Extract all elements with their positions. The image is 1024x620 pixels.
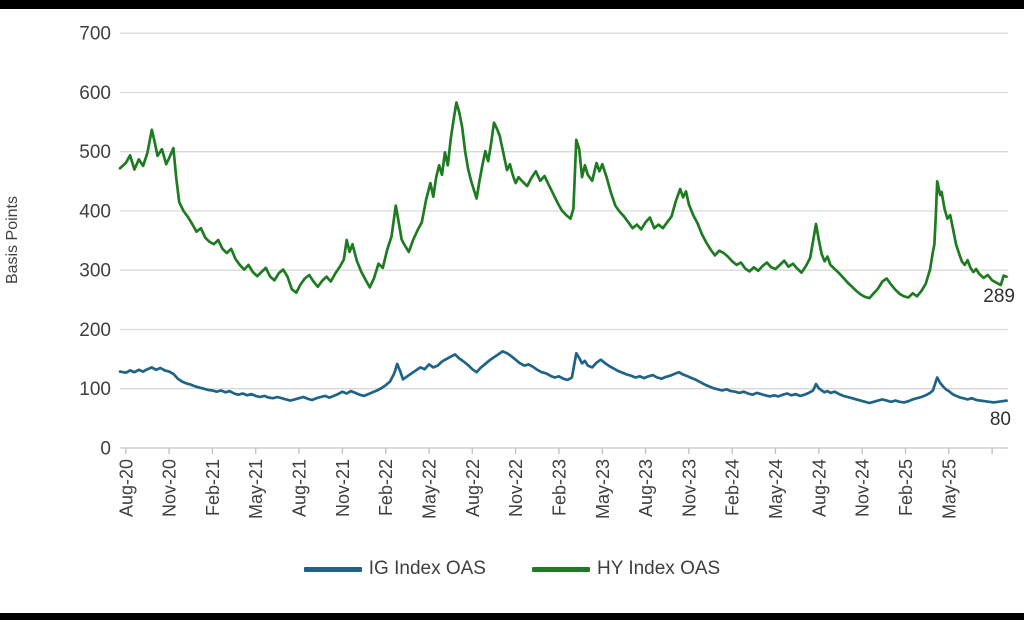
legend-item-hy: HY Index OAS (532, 558, 720, 580)
hy-series-end-value-label: 289 (983, 286, 1015, 307)
x-tick-label: May-25 (939, 459, 959, 519)
x-tick-label: Aug-22 (463, 459, 483, 517)
series-line-ig (118, 350, 1008, 405)
x-tick-label: May-24 (766, 459, 786, 519)
x-tick-label: Aug-20 (116, 459, 136, 517)
series-line-hy (118, 101, 1008, 300)
x-tick-label: Aug-24 (809, 459, 829, 517)
y-tick-label: 0 (100, 439, 111, 460)
legend-label-hy: HY Index OAS (597, 558, 721, 579)
x-tick-label: May-21 (246, 459, 266, 519)
x-tick-label: Nov-24 (853, 459, 873, 517)
x-tick-label: Nov-23 (679, 459, 699, 517)
x-tick-label: May-23 (593, 459, 613, 519)
x-tick-label: Nov-21 (333, 459, 353, 517)
x-tick-label: Aug-21 (290, 459, 310, 517)
x-tick-label: Feb-25 (896, 459, 916, 516)
top-border-bar (0, 0, 1024, 9)
y-tick-label: 600 (79, 83, 111, 104)
ig-line-swatch-icon (303, 566, 362, 572)
bottom-border-bar (0, 613, 1024, 620)
x-tick-label: May-22 (420, 459, 440, 519)
y-tick-label: 200 (79, 320, 111, 341)
x-tick-label: Feb-24 (723, 459, 743, 516)
y-tick-label: 100 (79, 379, 111, 400)
x-tick-label: Nov-22 (506, 459, 526, 517)
y-tick-label: 500 (79, 142, 111, 163)
x-tick-label: Feb-22 (376, 459, 396, 516)
legend: IG Index OAS HY Index OAS (0, 555, 1024, 583)
hy-line-swatch-icon (532, 566, 590, 572)
legend-label-ig: IG Index OAS (368, 558, 486, 579)
x-tick-label: Feb-23 (549, 459, 569, 516)
y-axis-title: Basis Points (4, 195, 21, 285)
y-tick-label: 700 (79, 24, 111, 45)
ig-series-end-value-label: 80 (989, 409, 1011, 430)
legend-item-ig: IG Index OAS (303, 558, 486, 580)
x-tick-label: Feb-21 (203, 459, 223, 516)
y-tick-label: 300 (79, 261, 111, 282)
x-tick-label: Nov-20 (160, 459, 180, 517)
x-tick-label: Aug-23 (636, 459, 656, 517)
y-tick-label: 400 (79, 202, 111, 223)
